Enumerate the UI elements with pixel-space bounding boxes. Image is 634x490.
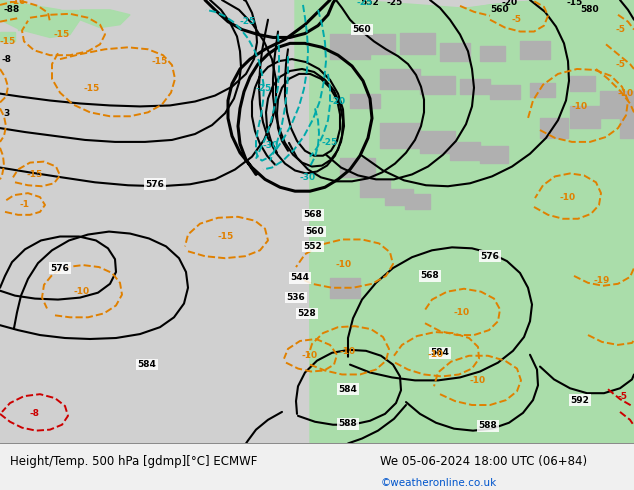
Text: Height/Temp. 500 hPa [gdmp][°C] ECMWF: Height/Temp. 500 hPa [gdmp][°C] ECMWF [10, 455, 257, 467]
Text: -10: -10 [560, 193, 576, 201]
Polygon shape [80, 10, 130, 27]
Polygon shape [400, 32, 435, 54]
Text: 576: 576 [481, 252, 500, 261]
Text: -15: -15 [218, 232, 234, 241]
Text: 560: 560 [306, 227, 325, 236]
Text: -15: -15 [54, 30, 70, 39]
Text: -20: -20 [502, 0, 518, 7]
Polygon shape [365, 34, 395, 54]
Text: -20: -20 [330, 97, 346, 106]
Polygon shape [450, 142, 480, 160]
Text: 568: 568 [304, 210, 322, 220]
Text: 592: 592 [571, 395, 590, 405]
Polygon shape [40, 23, 60, 34]
Polygon shape [310, 0, 634, 94]
Text: 560: 560 [353, 25, 372, 34]
Polygon shape [530, 83, 555, 97]
Text: -10: -10 [336, 260, 352, 269]
Polygon shape [60, 10, 78, 20]
Text: 584: 584 [138, 360, 157, 369]
Polygon shape [570, 76, 595, 91]
Text: -8: -8 [29, 409, 39, 418]
Text: -25: -25 [322, 138, 338, 147]
Text: 588: 588 [479, 421, 498, 430]
Polygon shape [460, 79, 490, 94]
Text: -8: -8 [1, 54, 11, 64]
Text: -5: -5 [615, 25, 625, 34]
Text: 552: 552 [361, 0, 379, 7]
Text: 580: 580 [581, 5, 599, 14]
Polygon shape [360, 179, 390, 197]
Text: -5: -5 [511, 15, 521, 24]
Text: 536: 536 [287, 293, 306, 302]
Polygon shape [380, 69, 420, 89]
Polygon shape [620, 118, 634, 138]
Polygon shape [0, 0, 80, 37]
Text: -30: -30 [263, 141, 279, 150]
Polygon shape [310, 79, 634, 443]
Polygon shape [540, 118, 568, 138]
Text: -10: -10 [340, 347, 356, 356]
Polygon shape [405, 194, 430, 209]
Text: 584: 584 [430, 348, 450, 357]
Polygon shape [570, 106, 600, 128]
Text: -88: -88 [4, 5, 20, 14]
Polygon shape [340, 158, 375, 177]
Text: -15: -15 [84, 84, 100, 93]
Text: -10: -10 [428, 350, 444, 359]
Text: -10: -10 [302, 351, 318, 360]
Polygon shape [330, 34, 370, 59]
Polygon shape [0, 0, 634, 443]
Text: -10: -10 [470, 376, 486, 385]
Text: 3: 3 [3, 109, 9, 118]
Polygon shape [380, 123, 420, 148]
Text: -5: -5 [617, 392, 627, 401]
Text: -25: -25 [240, 17, 256, 26]
Text: -1: -1 [20, 200, 30, 209]
Text: -15: -15 [27, 170, 43, 179]
Polygon shape [350, 94, 380, 108]
Text: 568: 568 [420, 271, 439, 280]
Text: -15: -15 [152, 57, 168, 66]
Text: 576: 576 [51, 264, 70, 272]
Polygon shape [420, 131, 455, 153]
Polygon shape [18, 15, 43, 29]
Polygon shape [480, 47, 505, 61]
Text: -10: -10 [74, 287, 90, 296]
Polygon shape [0, 0, 634, 443]
Polygon shape [295, 0, 634, 91]
Polygon shape [600, 91, 634, 118]
Text: ©weatheronline.co.uk: ©weatheronline.co.uk [380, 478, 496, 488]
Text: -5: -5 [615, 60, 625, 69]
Text: -25: -25 [256, 84, 272, 93]
Text: -10: -10 [572, 102, 588, 111]
Text: -16: -16 [10, 0, 26, 6]
Polygon shape [520, 41, 550, 59]
Text: 528: 528 [297, 309, 316, 318]
Polygon shape [490, 85, 520, 98]
Text: -30: -30 [300, 173, 316, 182]
Polygon shape [310, 0, 634, 443]
Text: -25: -25 [357, 0, 373, 7]
Polygon shape [385, 189, 413, 205]
Polygon shape [440, 43, 470, 61]
Polygon shape [420, 76, 455, 94]
Text: -15: -15 [567, 0, 583, 7]
Text: -19: -19 [594, 276, 610, 285]
Polygon shape [0, 31, 15, 41]
Text: 576: 576 [146, 180, 164, 189]
Text: 560: 560 [491, 5, 509, 14]
Text: -10: -10 [454, 308, 470, 317]
Polygon shape [480, 146, 508, 163]
Text: 552: 552 [304, 242, 322, 251]
Text: -10: -10 [618, 89, 634, 98]
Text: We 05-06-2024 18:00 UTC (06+84): We 05-06-2024 18:00 UTC (06+84) [380, 455, 588, 467]
Polygon shape [330, 278, 360, 297]
Text: -25: -25 [387, 0, 403, 7]
Text: -15: -15 [0, 37, 16, 46]
Text: 584: 584 [339, 385, 358, 394]
Text: 544: 544 [290, 273, 309, 282]
Text: 588: 588 [339, 419, 358, 428]
